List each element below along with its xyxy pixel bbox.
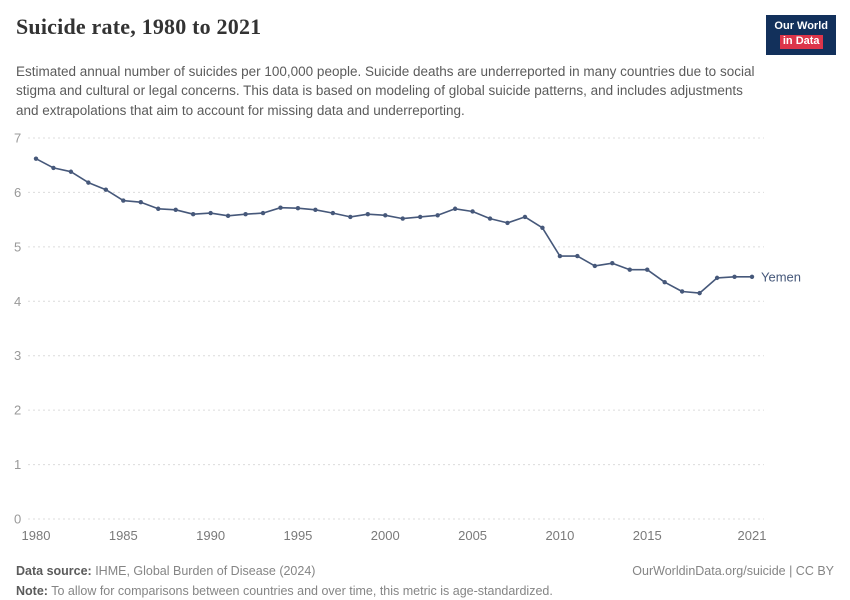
y-tick-label: 6	[14, 185, 21, 200]
chart-footer: Data source: IHME, Global Burden of Dise…	[0, 559, 850, 600]
source-link[interactable]: OurWorldinData.org/suicide | CC BY	[632, 564, 834, 579]
data-point[interactable]	[662, 280, 667, 285]
x-tick-label: 2015	[633, 528, 662, 543]
data-point[interactable]	[295, 206, 301, 211]
chart-svg: 0 1 2 3 4 5 6 7 1980 1985 1990 1995 2000 2005 2010 2015…	[14, 131, 801, 544]
data-point[interactable]	[383, 213, 388, 218]
y-tick-label: 1	[14, 457, 21, 472]
data-point[interactable]	[679, 289, 685, 294]
y-tick-label: 3	[14, 348, 21, 363]
data-point[interactable]	[732, 274, 737, 280]
x-tick-label: 2021	[738, 528, 767, 543]
data-point[interactable]	[330, 211, 336, 216]
data-point[interactable]	[714, 275, 720, 281]
data-point[interactable]	[156, 206, 161, 212]
note-label: Note:	[16, 584, 48, 599]
data-point[interactable]	[260, 211, 266, 216]
data-point[interactable]	[505, 220, 510, 226]
note-text: To allow for comparisons between countri…	[47, 584, 553, 599]
data-point[interactable]	[68, 169, 74, 175]
data-point[interactable]	[86, 180, 91, 186]
data-point[interactable]	[121, 198, 126, 203]
y-tick-label: 7	[14, 131, 21, 146]
data-point[interactable]	[103, 187, 109, 193]
chart-header: Suicide rate, 1980 to 2021 Our World in …	[0, 0, 850, 55]
data-point[interactable]	[610, 261, 615, 266]
data-point[interactable]	[592, 263, 598, 269]
x-tick-label: 1990	[196, 528, 225, 543]
data-point[interactable]	[313, 207, 318, 213]
x-tick-label: 1985	[109, 528, 138, 543]
y-tick-label: 4	[14, 294, 21, 309]
data-source: Data source: IHME, Global Burden of Dise…	[16, 561, 315, 581]
x-tick-label: 2000	[371, 528, 400, 543]
y-tick-label: 5	[14, 240, 21, 255]
data-point[interactable]	[749, 274, 755, 280]
note: Note: To allow for comparisons between c…	[16, 581, 834, 600]
data-source-label: Data source:	[16, 564, 92, 579]
data-point[interactable]	[225, 213, 231, 219]
x-tick-label: 1995	[283, 528, 312, 543]
y-tick-label: 2	[14, 403, 21, 418]
owid-logo-line2: in Data	[779, 34, 823, 49]
data-point[interactable]	[400, 216, 405, 221]
owid-logo[interactable]: Our World in Data	[766, 15, 836, 55]
data-point[interactable]	[33, 156, 39, 162]
x-tick-label: 2010	[545, 528, 574, 543]
data-point[interactable]	[417, 214, 423, 220]
y-tick-label: 0	[14, 512, 21, 527]
data-source-text: IHME, Global Burden of Disease (2024)	[91, 564, 316, 579]
data-point[interactable]	[190, 212, 196, 217]
data-point[interactable]	[627, 267, 632, 273]
data-point[interactable]	[435, 213, 440, 218]
owid-logo-line1: Our World	[774, 20, 828, 32]
chart-subtitle: Estimated annual number of suicides per …	[16, 63, 755, 118]
data-point[interactable]	[452, 206, 458, 212]
data-point[interactable]	[557, 254, 563, 259]
data-point[interactable]	[173, 207, 178, 213]
data-point[interactable]	[487, 216, 493, 221]
data-point[interactable]	[540, 225, 545, 231]
data-point[interactable]	[208, 211, 213, 216]
data-point[interactable]	[243, 212, 248, 217]
x-tick-label: 2005	[458, 528, 487, 543]
line-chart[interactable]: 0 1 2 3 4 5 6 7 1980 1985 1990 1995 2000 2005 2010 2015…	[0, 124, 850, 559]
data-point[interactable]	[365, 212, 371, 217]
data-point[interactable]	[697, 291, 702, 296]
data-point[interactable]	[645, 267, 650, 273]
data-point[interactable]	[278, 205, 283, 211]
data-point[interactable]	[470, 209, 475, 214]
page-title: Suicide rate, 1980 to 2021	[16, 14, 262, 39]
data-point[interactable]	[51, 165, 56, 171]
data-point[interactable]	[575, 254, 580, 259]
x-tick-label: 1980	[22, 528, 51, 543]
data-point[interactable]	[522, 214, 528, 220]
data-point[interactable]	[138, 200, 143, 205]
series-line	[35, 158, 753, 295]
series-end-label[interactable]: Yemen	[761, 269, 801, 284]
data-point[interactable]	[348, 214, 353, 220]
